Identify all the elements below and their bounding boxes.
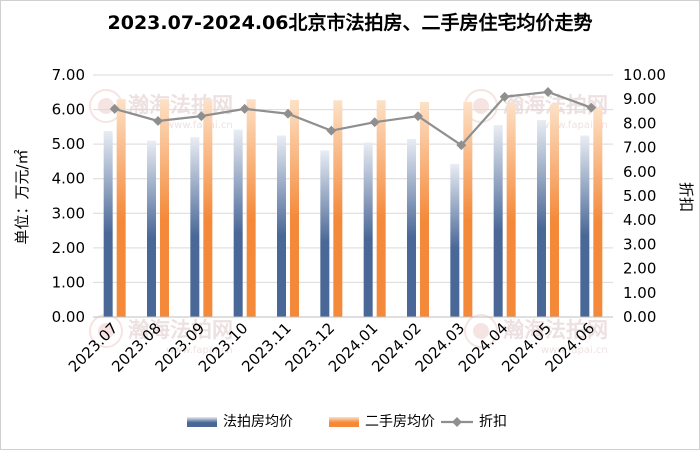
y-tick-label: 1.00: [52, 273, 85, 291]
y-tick-label: 2.00: [52, 239, 85, 257]
y-tick-label: 0.00: [52, 308, 85, 326]
bar-fapai: [103, 131, 113, 317]
legend-swatch-ershou: [329, 417, 359, 427]
y2-tick-label: 5.00: [623, 187, 656, 205]
discount-point: [239, 103, 250, 114]
bar-fapai: [493, 125, 503, 317]
legend-marker-discount: [452, 417, 462, 427]
bar-ershou: [593, 107, 603, 317]
bar-fapai: [277, 135, 286, 317]
y2-tick-label: 1.00: [623, 284, 656, 302]
watermark-url: www.fapai.cn: [166, 345, 233, 356]
discount-point: [109, 103, 120, 114]
bar-fapai: [147, 140, 156, 317]
watermark-logo-icon: [464, 314, 498, 348]
y2-tick-label: 6.00: [623, 163, 656, 181]
bar-ershou: [420, 101, 429, 317]
bar-ershou: [463, 101, 473, 317]
bar-ershou: [506, 103, 516, 317]
bar-ershou: [333, 100, 343, 317]
discount-point: [326, 125, 337, 136]
chart-title: 2023.07-2024.06北京市法拍房、二手房住宅均价走势: [108, 11, 593, 34]
legend-swatch-fapai: [187, 417, 217, 427]
watermark-url: www.fapai.cn: [541, 345, 608, 356]
watermark-logo-dot-icon: [98, 98, 114, 114]
y2-tick-label: 3.00: [623, 235, 656, 253]
y2-tick-label: 0.00: [623, 308, 656, 326]
watermark: 瀚海法拍网 www.fapai.cn: [89, 314, 233, 356]
watermark-text: 瀚海法拍网: [128, 318, 233, 342]
bar-ershou: [203, 99, 213, 317]
y-tick-label: 3.00: [52, 204, 85, 222]
y2-tick-label: 4.00: [623, 211, 656, 229]
y2-tick-label: 10.00: [623, 66, 666, 84]
legend-label-discount: 折扣: [479, 414, 507, 430]
bar-ershou: [376, 100, 386, 317]
watermark-url: www.fapai.cn: [541, 120, 608, 131]
y-tick-label: 4.00: [52, 170, 85, 188]
watermark-text: 瀚海法拍网: [503, 318, 608, 342]
discount-point: [196, 111, 207, 122]
bar-fapai: [233, 129, 243, 317]
y-tick-label: 7.00: [52, 66, 85, 84]
discount-line: [114, 90, 592, 147]
watermark-logo-dot-icon: [98, 323, 114, 339]
y-tick-label: 5.00: [52, 135, 85, 153]
bar-fapai: [190, 137, 200, 317]
y2-axis-title: 折扣: [677, 182, 695, 212]
y-tick-label: 6.00: [52, 101, 85, 119]
bar-ershou: [550, 104, 559, 317]
bar-fapai: [363, 142, 373, 317]
y2-tick-label: 9.00: [623, 90, 656, 108]
legend-label-ershou: 二手房均价: [365, 414, 435, 430]
y2-tick-label: 7.00: [623, 139, 656, 157]
bar-ershou: [290, 99, 299, 318]
watermark-logo-dot-icon: [473, 98, 489, 114]
legend-label-fapai: 法拍房均价: [223, 414, 293, 430]
discount-point: [543, 86, 553, 97]
bar-fapai: [407, 138, 416, 317]
watermark: 瀚海法拍网 www.fapai.cn: [464, 314, 608, 356]
bar-ershou: [246, 99, 256, 317]
watermark-logo-dot-icon: [473, 323, 489, 339]
y2-tick-label: 2.00: [623, 260, 656, 278]
y2-tick-label: 8.00: [623, 114, 656, 132]
bar-fapai: [320, 150, 330, 317]
y-axis-title: 单位：万元/㎡: [13, 149, 31, 244]
bar-ershou: [116, 99, 126, 317]
discount-point: [153, 116, 163, 126]
discount-point: [586, 102, 597, 113]
watermark-url: www.fapai.cn: [166, 120, 233, 131]
bar-fapai: [450, 163, 460, 317]
discount-point: [456, 140, 467, 151]
bar-fapai: [537, 119, 546, 317]
bar-ershou: [160, 99, 169, 317]
bar-fapai: [580, 135, 590, 317]
